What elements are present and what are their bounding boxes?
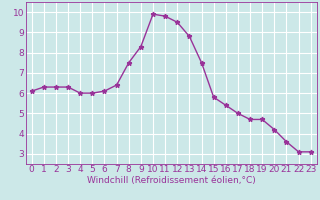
X-axis label: Windchill (Refroidissement éolien,°C): Windchill (Refroidissement éolien,°C) <box>87 176 256 185</box>
